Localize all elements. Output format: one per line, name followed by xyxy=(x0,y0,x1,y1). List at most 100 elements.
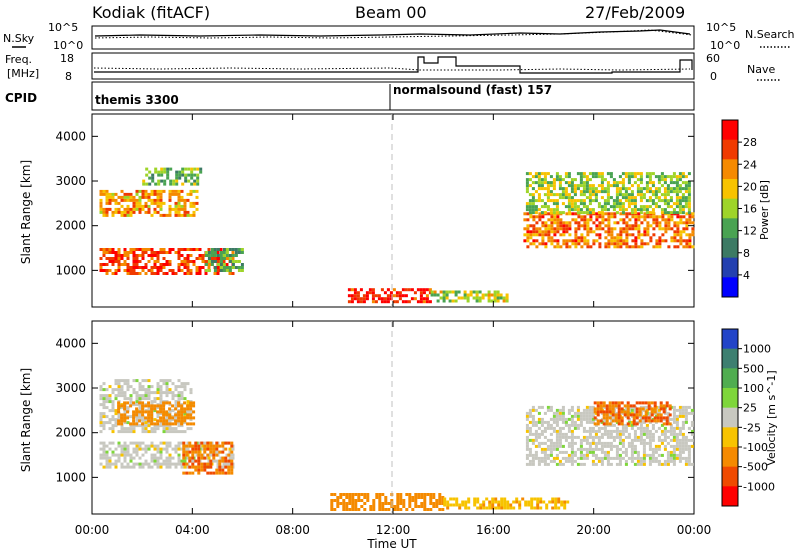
scatter-cell xyxy=(219,456,223,460)
scatter-cell xyxy=(681,211,685,215)
scatter-cell xyxy=(159,195,163,199)
scatter-cell xyxy=(684,205,688,209)
scatter-cell xyxy=(642,438,646,442)
scatter-cell xyxy=(502,299,506,303)
scatter-cell xyxy=(591,193,595,197)
scatter-cell xyxy=(525,205,529,209)
scatter-cell xyxy=(585,450,589,454)
scatter-cell xyxy=(600,175,604,179)
scatter-cell xyxy=(607,230,611,234)
scatter-cell xyxy=(203,468,207,472)
scatter-cell xyxy=(177,254,181,257)
scatter-cell xyxy=(411,496,415,499)
scatter-cell xyxy=(196,173,200,177)
scatter-cell xyxy=(624,459,628,463)
scatter-cell xyxy=(207,456,211,460)
scatter-cell xyxy=(162,404,166,408)
scatter-cell xyxy=(432,493,436,496)
scatter-cell xyxy=(582,202,586,206)
scatter-cell xyxy=(150,266,154,269)
scatter-cell xyxy=(420,496,424,499)
power-colorbar-cells xyxy=(722,120,738,298)
scatter-cell xyxy=(138,204,142,208)
scatter-cell xyxy=(594,190,598,194)
scatter-cell xyxy=(485,497,489,501)
scatter-cell xyxy=(663,438,667,442)
scatter-cell xyxy=(675,438,679,442)
scatter-cell xyxy=(102,421,106,425)
scatter-cell xyxy=(378,496,382,499)
scatter-cell xyxy=(672,172,676,176)
scatter-cell xyxy=(177,401,181,405)
scatter-cell xyxy=(500,506,504,510)
scatter-cell xyxy=(606,184,610,188)
scatter-cell xyxy=(661,215,665,219)
scatter-cell xyxy=(132,263,136,266)
colorbar-tick-label: -25 xyxy=(743,421,761,434)
scatter-cell xyxy=(195,453,199,457)
scatter-cell xyxy=(642,193,646,197)
scatter-cell xyxy=(573,202,577,206)
scatter-cell xyxy=(123,260,127,263)
colorbar-cell xyxy=(722,139,738,160)
scatter-cell xyxy=(597,447,601,451)
scatter-cell xyxy=(558,432,562,436)
scatter-cell xyxy=(540,423,544,427)
scatter-cell xyxy=(207,260,211,263)
scatter-cell xyxy=(228,447,232,451)
scatter-cell xyxy=(177,251,181,254)
scatter-cell xyxy=(624,453,628,457)
colorbar-cell xyxy=(722,427,738,448)
scatter-cell xyxy=(632,419,636,423)
scatter-cell xyxy=(147,207,151,211)
scatter-cell xyxy=(216,260,220,263)
scatter-cell xyxy=(159,410,163,414)
scatter-cell xyxy=(228,462,232,466)
scatter-cell xyxy=(108,447,112,451)
scatter-region-4 xyxy=(330,493,445,511)
scatter-cell xyxy=(150,422,154,426)
scatter-cell xyxy=(543,211,547,215)
scatter-cell xyxy=(429,496,433,499)
scatter-cell xyxy=(126,410,130,414)
scatter-cell xyxy=(177,430,181,434)
scatter-cell xyxy=(151,176,155,180)
scatter-cell xyxy=(558,459,562,463)
scatter-cell xyxy=(141,413,145,417)
scatter-cell xyxy=(183,401,187,405)
scatter-cell xyxy=(547,212,551,216)
scatter-cell xyxy=(612,438,616,442)
scatter-cell xyxy=(636,190,640,194)
scatter-cell xyxy=(180,213,184,217)
scatter-cell xyxy=(365,291,369,295)
scatter-cell xyxy=(132,388,136,392)
scatter-cell xyxy=(348,508,352,511)
scatter-cell xyxy=(177,441,181,445)
scatter-cell xyxy=(645,432,649,436)
scatter-cell xyxy=(565,242,569,246)
scatter-cell xyxy=(147,421,151,425)
scatter-cell xyxy=(111,260,115,263)
scatter-cell xyxy=(687,208,691,212)
scatter-cell xyxy=(550,215,554,219)
scatter-cell xyxy=(672,450,676,454)
scatter-cell xyxy=(684,417,688,421)
scatter-cell xyxy=(192,410,196,414)
scatter-cell xyxy=(605,416,609,420)
scatter-cell xyxy=(102,447,106,451)
scatter-cell xyxy=(120,462,124,466)
scatter-cell xyxy=(538,233,542,237)
scatter-cell xyxy=(378,508,382,511)
scatter-cell xyxy=(601,221,605,225)
scatter-cell xyxy=(120,453,124,457)
scatter-cell xyxy=(218,471,222,475)
scatter-cell xyxy=(579,414,583,418)
scatter-cell xyxy=(567,211,571,215)
scatter-cell xyxy=(129,400,133,404)
scatter-cell xyxy=(135,254,139,257)
scatter-cell xyxy=(653,404,657,408)
scatter-cell xyxy=(141,441,145,445)
scatter-cell xyxy=(162,257,166,260)
